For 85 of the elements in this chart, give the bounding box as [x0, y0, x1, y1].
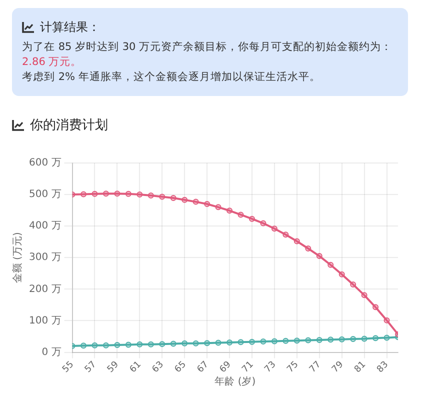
point — [328, 336, 334, 343]
x-tick-label: 73 — [263, 360, 278, 375]
x-tick-label: 61 — [128, 360, 144, 375]
point — [80, 191, 86, 198]
point — [271, 338, 278, 344]
chart-title: 你的消费计划 — [30, 117, 108, 134]
x-tick-label: 57 — [83, 360, 99, 375]
point — [282, 338, 289, 344]
y-axis-title: 金额 (万元) — [12, 232, 24, 284]
y-tick-label: 300 万 — [29, 252, 62, 264]
point — [294, 238, 300, 244]
x-tick-label: 59 — [106, 360, 122, 375]
point — [384, 334, 390, 341]
point — [338, 336, 345, 342]
point — [92, 342, 98, 348]
point — [114, 342, 120, 348]
text: 考虑到 2% 年通胀率，这个金额会逐月增加以保证生活水平。 — [22, 70, 322, 85]
point — [80, 342, 86, 349]
x-tick-label: 83 — [375, 360, 391, 375]
point — [125, 190, 132, 197]
point — [226, 208, 233, 214]
point — [305, 245, 312, 252]
text: 为了在 85 岁时达到 30 万元资产余额目标，你每月可支配的初始金额约为： — [22, 41, 392, 53]
point — [170, 340, 176, 347]
x-tick-label: 63 — [150, 360, 166, 375]
point — [260, 338, 266, 345]
point — [182, 340, 188, 346]
point — [226, 339, 233, 346]
point — [102, 342, 109, 348]
y-tick-label: 100 万 — [29, 315, 62, 326]
point — [192, 340, 199, 346]
x-axis-title: 年龄 (岁) — [214, 376, 256, 388]
x-tick-label: 65 — [173, 360, 188, 375]
point — [159, 194, 166, 200]
y-tick-label: 600 万 — [29, 158, 62, 169]
point — [294, 338, 300, 344]
point — [338, 271, 345, 278]
x-tick-label: 69 — [218, 360, 234, 375]
point — [316, 336, 322, 343]
text: 2.86 万元。 — [22, 56, 82, 68]
point — [148, 341, 154, 348]
x-tick-label: 71 — [240, 360, 256, 375]
point — [182, 196, 188, 203]
point — [204, 201, 210, 208]
point — [92, 190, 98, 197]
x-tick-label: 79 — [330, 360, 346, 375]
point — [248, 216, 255, 222]
point — [361, 336, 368, 342]
point — [114, 190, 120, 197]
point — [271, 226, 278, 232]
point — [170, 195, 176, 202]
y-tick-label: 0 万 — [42, 346, 62, 358]
point — [238, 212, 244, 218]
point — [372, 304, 379, 310]
point — [125, 342, 132, 348]
point — [136, 341, 143, 348]
point — [215, 204, 222, 210]
point — [372, 335, 379, 342]
point — [215, 340, 222, 346]
point — [328, 262, 334, 268]
point — [192, 198, 199, 205]
point — [384, 317, 390, 324]
point — [350, 336, 356, 342]
point — [260, 220, 266, 226]
x-tick-label: 81 — [352, 360, 368, 375]
x-tick-label: 77 — [308, 360, 324, 375]
point — [361, 292, 368, 298]
y-tick-label: 500 万 — [29, 189, 62, 200]
point — [305, 337, 312, 344]
x-tick-label: 55 — [60, 360, 76, 375]
point — [238, 339, 244, 346]
y-tick-label: 400 万 — [29, 220, 62, 232]
point — [248, 338, 255, 345]
text: 计算结果： — [40, 20, 100, 35]
point — [159, 341, 166, 348]
point — [204, 340, 210, 346]
x-tick-label: 75 — [286, 360, 301, 375]
point — [316, 253, 322, 260]
x-tick-label: 67 — [196, 360, 211, 375]
point — [102, 190, 109, 197]
point — [282, 232, 289, 238]
point — [350, 281, 356, 288]
y-tick-label: 200 万 — [29, 284, 62, 295]
point — [136, 192, 143, 198]
point — [148, 192, 154, 198]
